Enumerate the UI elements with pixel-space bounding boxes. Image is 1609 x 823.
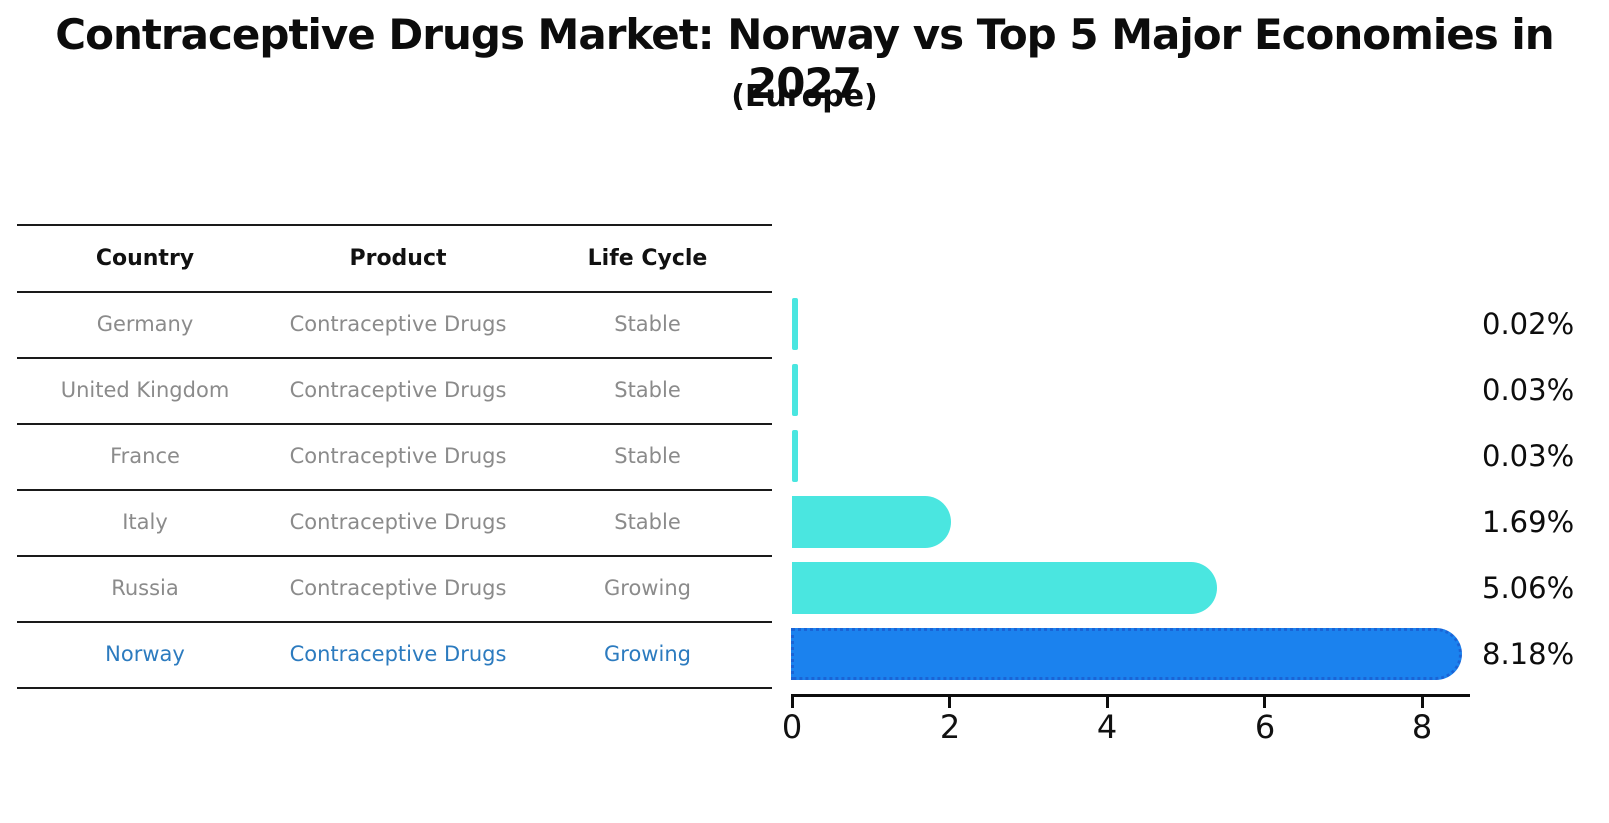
x-tick-6 (1263, 694, 1266, 708)
row-divider (17, 489, 772, 491)
row-divider (17, 555, 772, 557)
x-tick-label-2: 2 (939, 708, 961, 746)
table-border-top (17, 224, 772, 226)
x-tick-label-0: 0 (781, 708, 803, 746)
row-divider (17, 621, 772, 623)
product-cell: Contraceptive Drugs (289, 642, 507, 666)
product-cell: Contraceptive Drugs (289, 576, 507, 600)
bar-united-kingdom (792, 364, 798, 416)
bar-germany (792, 298, 798, 350)
bar-france (792, 430, 798, 482)
table-row-norway: Norway Contraceptive Drugs Growing (17, 621, 772, 687)
value-label-france: 0.03% (1482, 439, 1575, 473)
x-tick-label-8: 8 (1411, 708, 1433, 746)
x-tick-0 (791, 694, 794, 708)
bar-norway-highlighted (791, 628, 1462, 680)
table-header-divider (17, 291, 772, 293)
product-cell: Contraceptive Drugs (289, 312, 507, 336)
column-header-country: Country (95, 245, 195, 271)
value-label-united-kingdom: 0.03% (1482, 373, 1575, 407)
x-tick-4 (1106, 694, 1109, 708)
x-tick-8 (1421, 694, 1424, 708)
life-cycle-cell: Stable (614, 378, 681, 402)
table-header-row: Country Product Life Cycle (17, 225, 772, 291)
chart-subtitle: (Europe) (731, 79, 878, 114)
value-label-russia: 5.06% (1482, 571, 1575, 605)
table-row-italy: Italy Contraceptive Drugs Stable (17, 489, 772, 555)
bar-russia (792, 562, 1217, 614)
country-cell: France (110, 444, 180, 468)
table-row-france: France Contraceptive Drugs Stable (17, 423, 772, 489)
x-axis-line (792, 694, 1470, 697)
country-cell: Norway (105, 642, 185, 666)
table-row-united-kingdom: United Kingdom Contraceptive Drugs Stabl… (17, 357, 772, 423)
life-cycle-cell: Stable (614, 312, 681, 336)
row-divider (17, 423, 772, 425)
life-cycle-cell: Growing (604, 576, 691, 600)
x-tick-label-4: 4 (1096, 708, 1118, 746)
value-label-italy: 1.69% (1482, 505, 1575, 539)
product-cell: Contraceptive Drugs (289, 378, 507, 402)
value-label-norway: 8.18% (1482, 637, 1575, 671)
product-cell: Contraceptive Drugs (289, 510, 507, 534)
x-tick-2 (948, 694, 951, 708)
table-row-russia: Russia Contraceptive Drugs Growing (17, 555, 772, 621)
table-row-germany: Germany Contraceptive Drugs Stable (17, 291, 772, 357)
row-divider (17, 357, 772, 359)
table-border-bottom (17, 687, 772, 689)
bar-italy (792, 496, 952, 548)
life-cycle-cell: Stable (614, 444, 681, 468)
column-header-life-cycle: Life Cycle (587, 245, 708, 271)
life-cycle-cell: Stable (614, 510, 681, 534)
chart-title: Contraceptive Drugs Market: Norway vs To… (55, 10, 1554, 108)
life-cycle-cell: Growing (604, 642, 691, 666)
column-header-product: Product (349, 245, 447, 271)
country-cell: Italy (122, 510, 168, 534)
value-label-germany: 0.02% (1482, 307, 1575, 341)
country-cell: Russia (111, 576, 179, 600)
country-cell: United Kingdom (60, 378, 230, 402)
country-cell: Germany (96, 312, 194, 336)
product-cell: Contraceptive Drugs (289, 444, 507, 468)
x-tick-label-6: 6 (1254, 708, 1276, 746)
